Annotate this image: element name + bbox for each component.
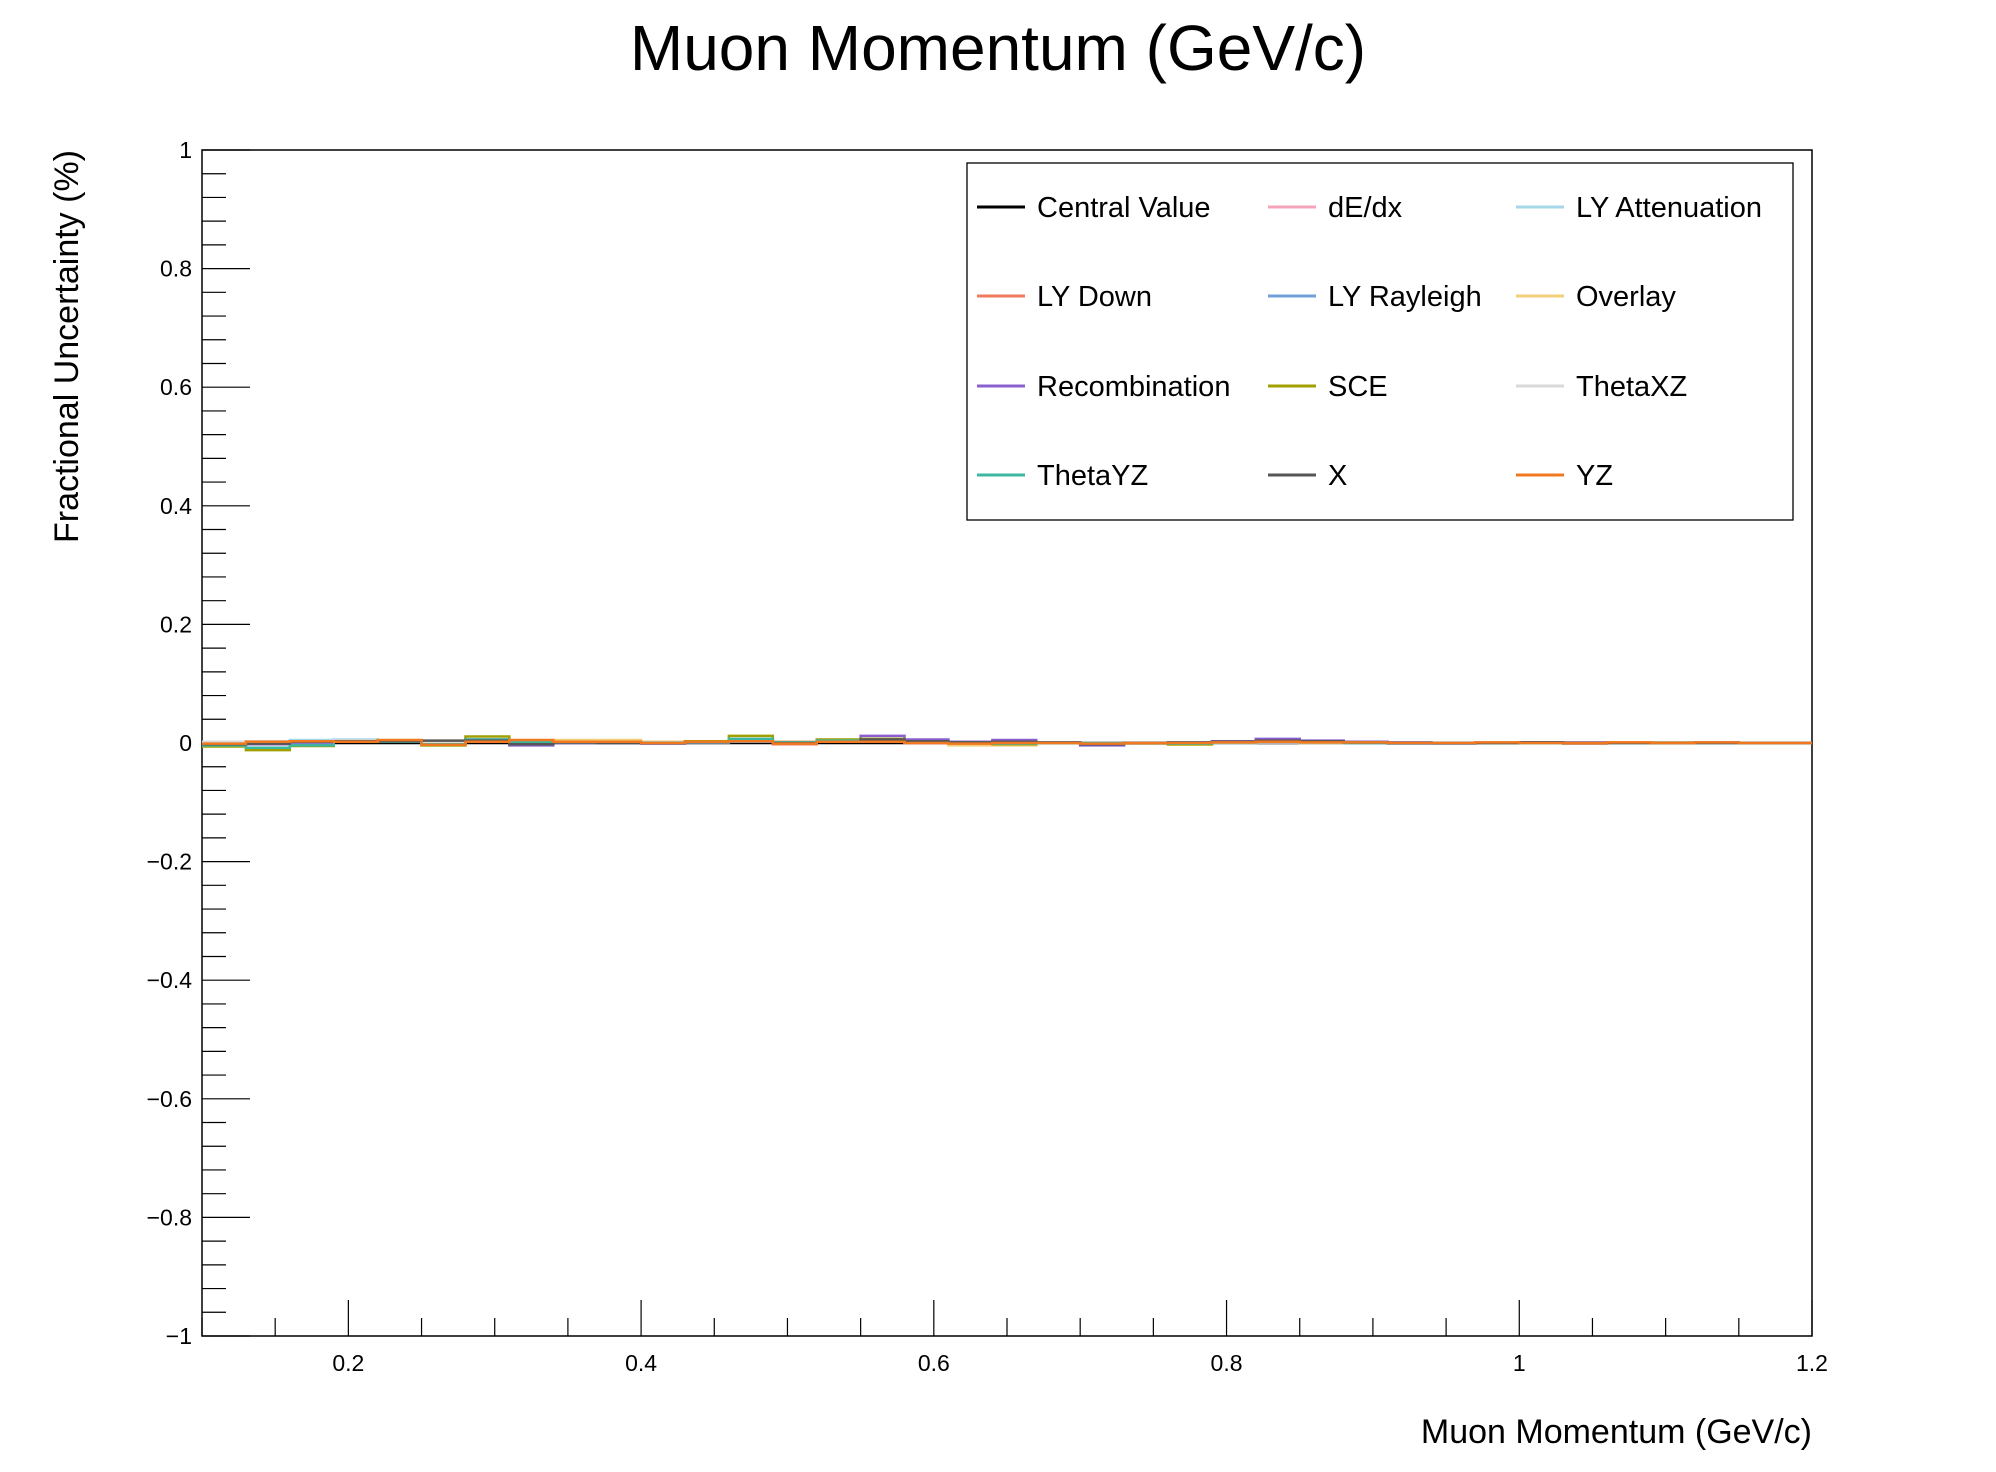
legend-label-ly-down: LY Down	[1037, 281, 1152, 313]
y-tick-label: 0.6	[160, 374, 192, 400]
legend-label-ly-attenuation: LY Attenuation	[1576, 192, 1762, 224]
y-tick-label: −0.4	[147, 967, 193, 993]
chart-title: Muon Momentum (GeV/c)	[630, 12, 1366, 84]
legend-label-ly-rayleigh: LY Rayleigh	[1328, 281, 1482, 313]
legend: Central Value dE/dx LY Attenuation LY Down L…	[977, 192, 1762, 492]
y-tick-label: −0.8	[147, 1204, 192, 1230]
legend-label-yz: YZ	[1576, 460, 1613, 492]
y-tick-label: −0.2	[147, 849, 192, 875]
y-axis-title: Fractional Uncertainty (%)	[48, 150, 86, 543]
series-layer	[202, 734, 1812, 752]
y-tick-label: 0.8	[160, 256, 192, 282]
x-tick-label: 0.6	[918, 1350, 950, 1376]
y-tick-label: −0.6	[147, 1086, 192, 1112]
legend-label-recombination: Recombination	[1037, 371, 1230, 403]
legend-label-de-dx: dE/dx	[1328, 192, 1403, 224]
x-tick-label: 0.2	[332, 1350, 364, 1376]
x-tick-label: 0.4	[625, 1350, 657, 1376]
x-tick-label: 0.8	[1211, 1350, 1243, 1376]
y-axis: −1 −0.8 −0.6 −0.4 −0.2 0 0.2 0.4 0.6 0.8 1	[147, 137, 250, 1349]
y-tick-label: −1	[166, 1323, 192, 1349]
legend-label-x: X	[1328, 460, 1347, 492]
y-tick-label: 1	[179, 137, 192, 163]
legend-box	[966, 162, 1794, 521]
y-tick-label: 0.2	[160, 611, 192, 637]
legend-label-overlay: Overlay	[1576, 281, 1676, 313]
legend-label-central-value: Central Value	[1037, 192, 1211, 224]
y-tick-label: 0	[179, 730, 192, 756]
x-tick-label: 1.2	[1796, 1350, 1828, 1376]
x-tick-label: 1	[1513, 1350, 1526, 1376]
x-axis: 0.2 0.4 0.6 0.8 1 1.2	[201, 1300, 1828, 1376]
series-line-yz	[202, 738, 1812, 747]
legend-label-thetaxz: ThetaXZ	[1576, 371, 1687, 403]
x-axis-title: Muon Momentum (GeV/c)	[1421, 1413, 1812, 1451]
legend-label-sce: SCE	[1328, 371, 1388, 403]
legend-label-thetayz: ThetaYZ	[1037, 460, 1148, 492]
y-tick-label: 0.4	[160, 493, 192, 519]
